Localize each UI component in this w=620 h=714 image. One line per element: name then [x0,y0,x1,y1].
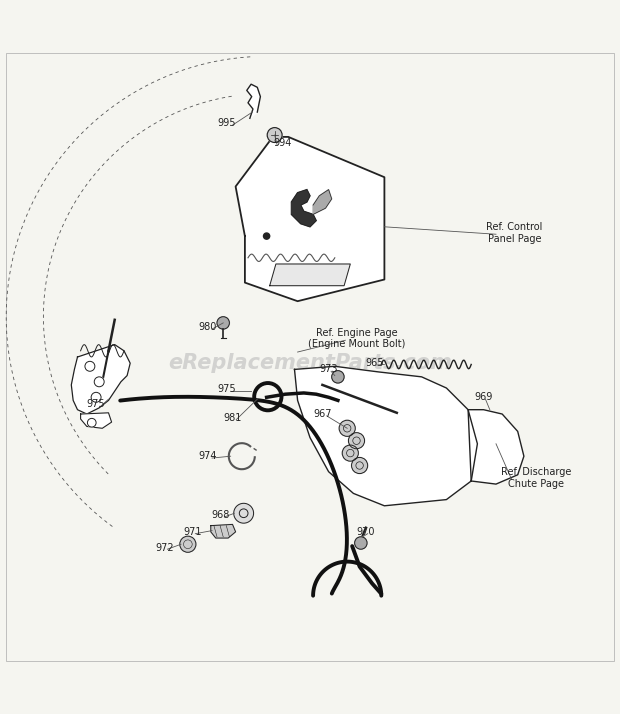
Circle shape [180,536,196,553]
Circle shape [87,418,96,427]
Text: 995: 995 [217,118,236,128]
Circle shape [91,392,101,402]
Circle shape [348,433,365,449]
Polygon shape [270,264,350,286]
Text: 967: 967 [313,409,332,419]
Polygon shape [247,84,260,119]
Polygon shape [291,190,316,227]
Text: 971: 971 [183,527,202,537]
Text: Ref. Control
Panel Page: Ref. Control Panel Page [487,222,542,243]
Polygon shape [81,413,112,428]
Text: eReplacementParts.com: eReplacementParts.com [168,353,452,373]
Text: 969: 969 [474,392,493,402]
Text: 968: 968 [211,510,229,520]
Circle shape [234,503,254,523]
Circle shape [352,458,368,473]
Text: 972: 972 [155,543,174,553]
Text: 973: 973 [319,364,338,374]
Polygon shape [468,410,524,484]
Circle shape [355,537,367,549]
Text: 975: 975 [217,384,236,394]
Text: 965: 965 [366,358,384,368]
Text: 994: 994 [273,138,291,148]
Circle shape [332,371,344,383]
Text: 981: 981 [223,413,242,423]
Text: Ref. Discharge
Chute Page: Ref. Discharge Chute Page [501,467,572,488]
Polygon shape [313,190,332,214]
Text: Ref. Engine Page
(Engine Mount Bolt): Ref. Engine Page (Engine Mount Bolt) [308,328,405,349]
Polygon shape [294,366,477,506]
Text: 970: 970 [356,527,375,537]
Circle shape [217,317,229,329]
Text: 975: 975 [87,399,105,409]
Circle shape [267,128,282,143]
Circle shape [85,361,95,371]
Polygon shape [236,137,384,301]
Polygon shape [71,345,130,414]
Text: 980: 980 [198,322,217,332]
Circle shape [264,233,270,239]
Circle shape [342,445,358,461]
Polygon shape [211,524,236,538]
Circle shape [339,421,355,436]
Circle shape [94,377,104,387]
Text: 974: 974 [198,451,217,461]
